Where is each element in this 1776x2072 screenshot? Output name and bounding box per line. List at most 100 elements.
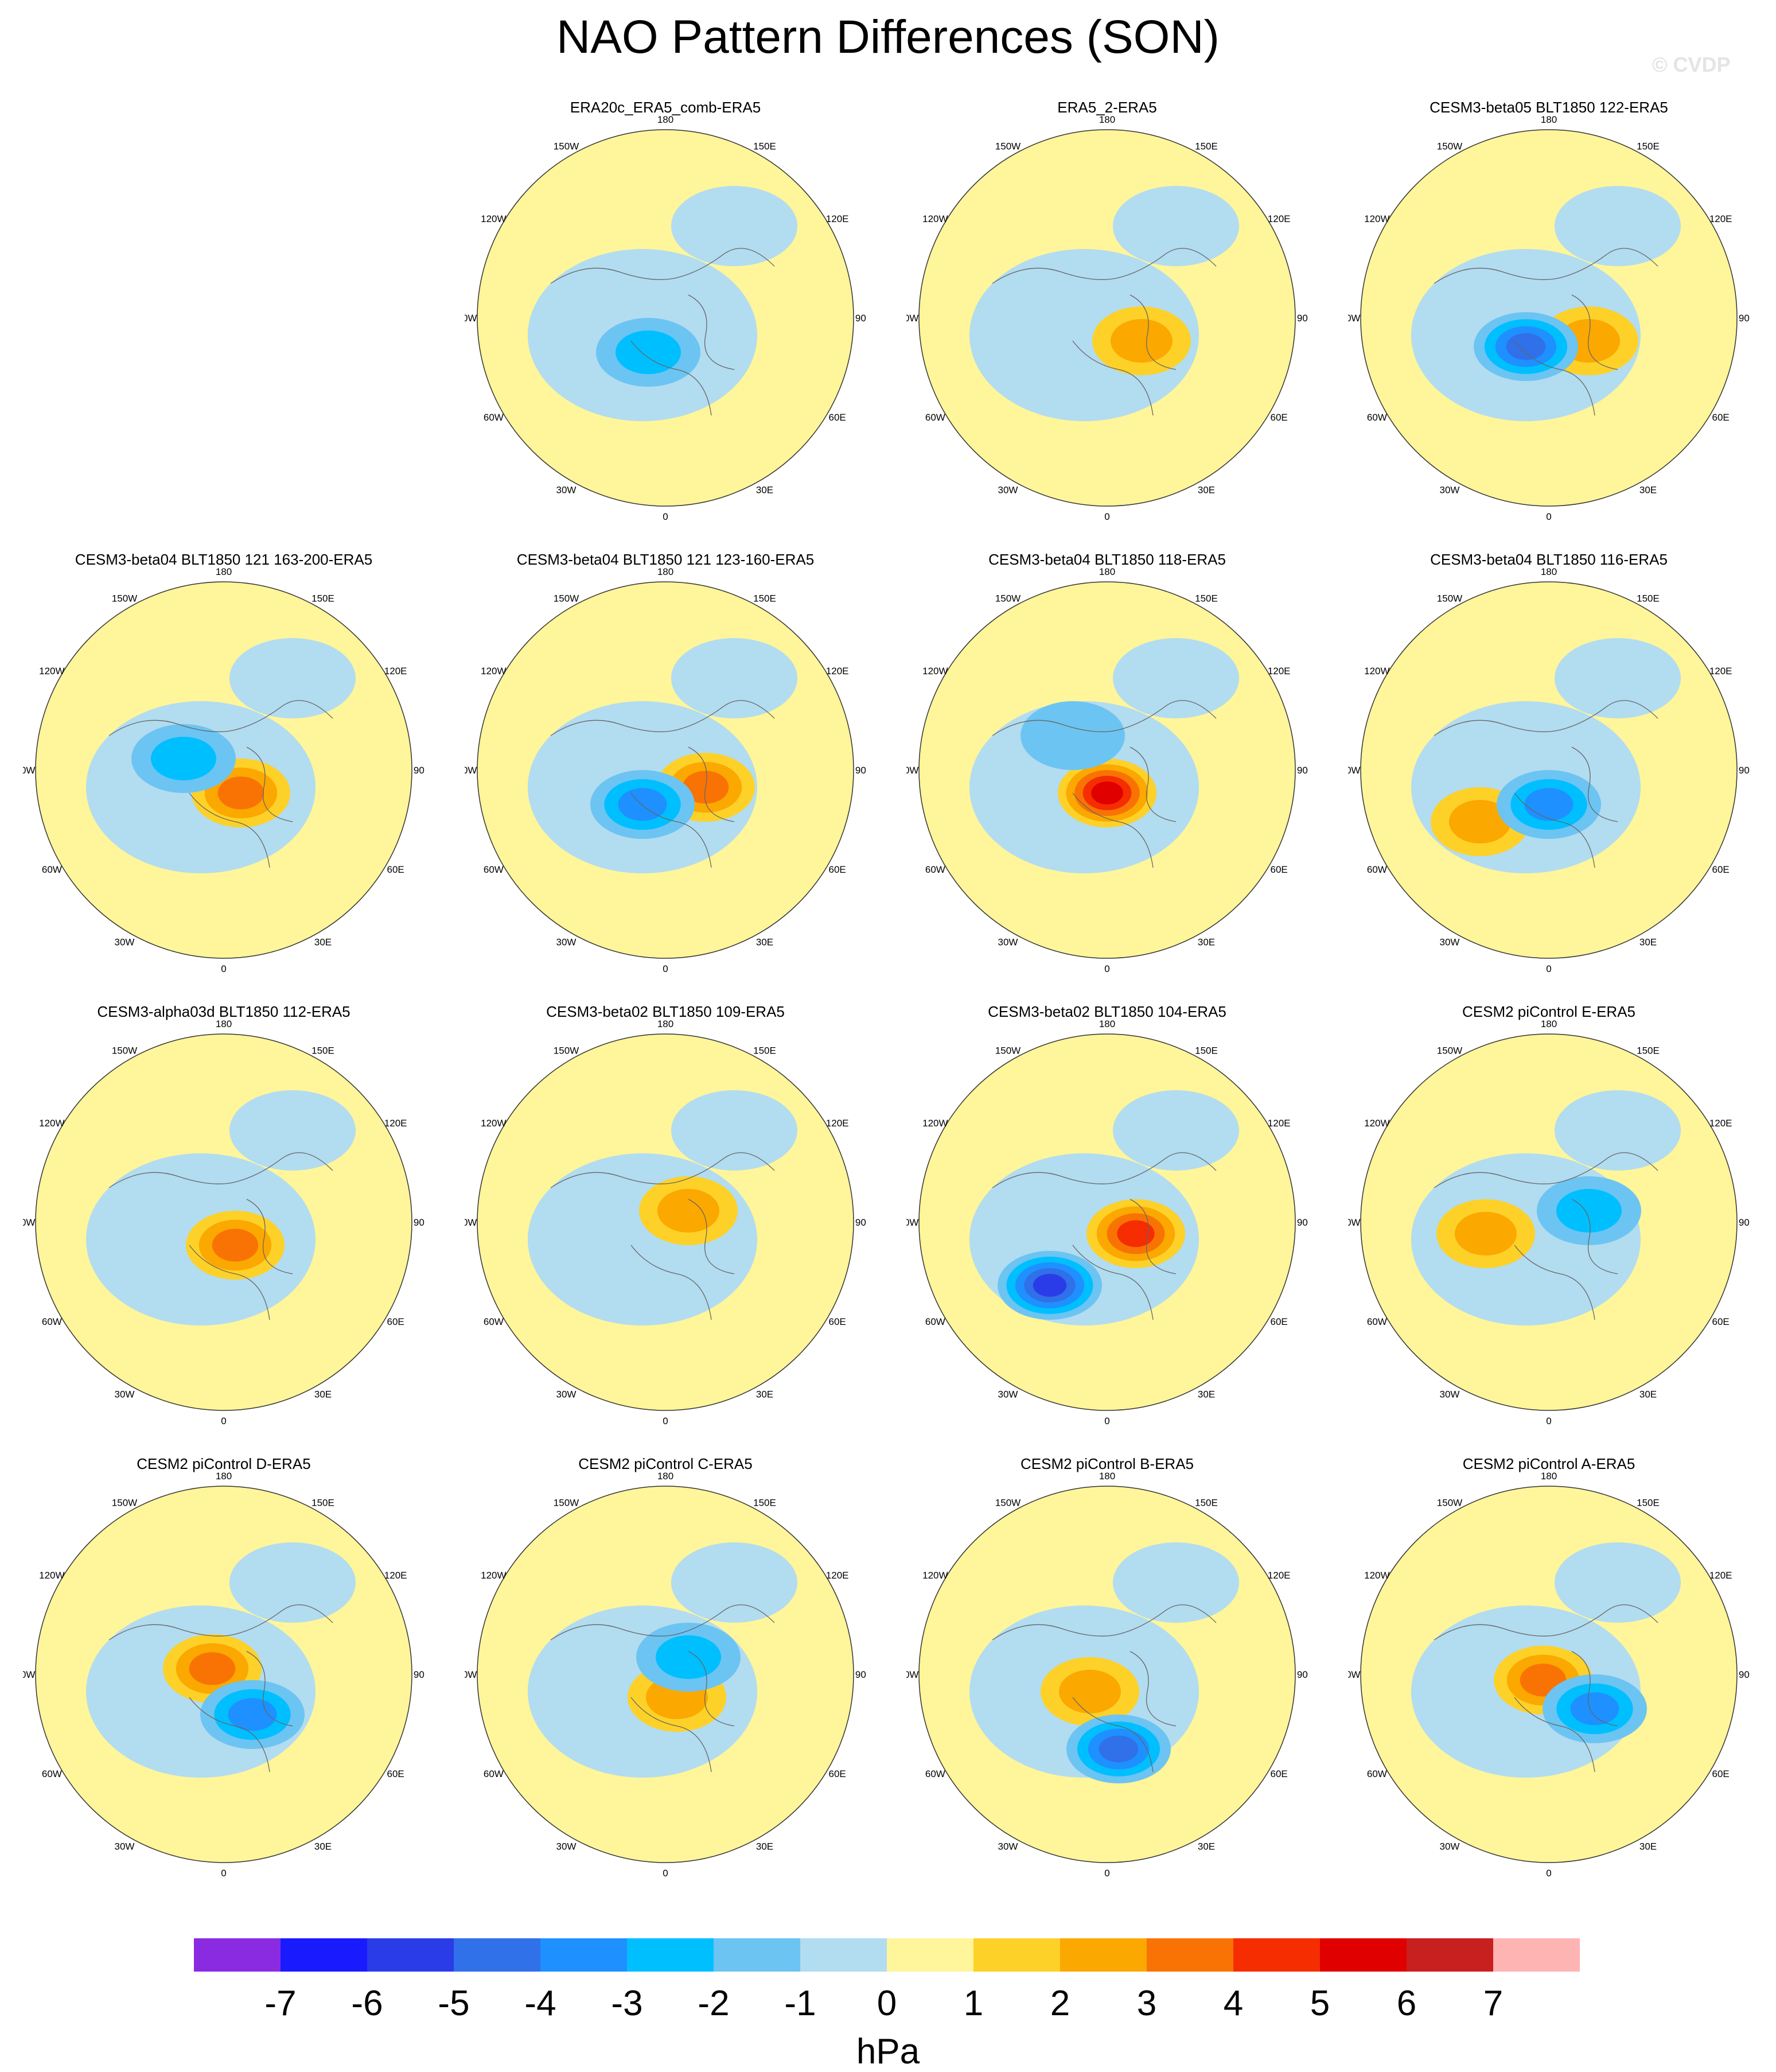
panel-title: CESM2 piControl E-ERA5 xyxy=(1462,1003,1635,1020)
colorbar-unit: hPa xyxy=(856,2032,920,2071)
longitude-label: 90W xyxy=(1348,313,1360,324)
longitude-label: 0 xyxy=(1104,1868,1109,1879)
map-boundary xyxy=(477,1033,854,1411)
field-negative-region xyxy=(671,638,797,718)
longitude-label: 120W xyxy=(922,666,948,677)
longitude-label: 60W xyxy=(484,1316,504,1327)
longitude-label: 60E xyxy=(387,864,404,875)
longitude-label: 60E xyxy=(1271,1316,1288,1327)
longitude-label: 0 xyxy=(221,1416,226,1426)
field-negative-region xyxy=(1555,1542,1681,1623)
contour-positive-4 xyxy=(1117,1220,1155,1247)
coastline xyxy=(108,1604,333,1772)
longitude-label: 120W xyxy=(39,1118,64,1129)
colorbar-box xyxy=(714,1938,800,1972)
polar-map: 180 150E 120E 90E 60E 30E 0 30W 60W 90W 120W 150W xyxy=(23,1020,424,1426)
longitude-label: 90W xyxy=(23,765,35,776)
longitude-label: 120W xyxy=(481,213,506,224)
colorbar: -7 -6 -5 -4 -3 -2 -1 0 1 2 3 4 5 6 7 xyxy=(0,1928,1776,2067)
map-field xyxy=(919,130,1295,506)
longitude-label: 30E xyxy=(314,1841,332,1852)
colorbar-tick-label: -2 xyxy=(698,1984,729,2023)
colorbar-box xyxy=(627,1938,714,1972)
colorbar-tick-label: -1 xyxy=(784,1984,816,2023)
longitude-label: 0 xyxy=(221,1868,226,1879)
field-negative-region xyxy=(1555,1090,1681,1171)
longitude-label: 60W xyxy=(42,864,62,875)
map-field xyxy=(477,1034,854,1410)
longitude-label: 90W xyxy=(906,1669,918,1680)
coastline xyxy=(550,700,775,868)
longitude-label: 120W xyxy=(922,1118,948,1129)
longitude-label: 90E xyxy=(855,1669,866,1680)
longitude-label: 150W xyxy=(112,593,137,604)
longitude-label: 120E xyxy=(1268,213,1291,224)
coastline xyxy=(992,1604,1217,1772)
longitude-label: 120W xyxy=(1364,1118,1389,1129)
longitude-label: 150E xyxy=(1195,1045,1218,1056)
longitude-label: 90E xyxy=(1297,765,1308,776)
longitude-label: 90W xyxy=(1348,1669,1360,1680)
longitude-label: 120W xyxy=(922,213,948,224)
panel-title: CESM3-beta04 BLT1850 121 123-160-ERA5 xyxy=(516,551,815,568)
colorbar-box xyxy=(1147,1938,1233,1972)
longitude-label: 150E xyxy=(311,1497,334,1508)
longitude-label: 30W xyxy=(115,1841,135,1852)
colorbar-tick-label: 1 xyxy=(964,1984,983,2023)
longitude-label: 90W xyxy=(23,1669,35,1680)
coastline xyxy=(550,248,775,416)
map-boundary xyxy=(35,1486,412,1863)
map-panel: CESM3-alpha03d BLT1850 112-ERA5 180 150E 12… xyxy=(23,1003,424,1439)
map-field xyxy=(1361,582,1737,958)
longitude-label: 60E xyxy=(829,864,846,875)
longitude-label: 90E xyxy=(1739,1217,1750,1228)
longitude-label: 90E xyxy=(1739,1669,1750,1680)
longitude-label: 30W xyxy=(998,1841,1018,1852)
longitude-label: 180 xyxy=(657,1020,673,1029)
longitude-label: 150W xyxy=(995,1497,1021,1508)
contour-positive-3 xyxy=(217,776,264,810)
longitude-label: 60E xyxy=(1271,412,1288,423)
polar-map: 180 150E 120E 90E 60E 30E 0 30W 60W 90W 120W 150W xyxy=(1348,116,1750,522)
field-negative-region xyxy=(528,1153,757,1325)
longitude-label: 0 xyxy=(663,963,668,974)
longitude-label: 90W xyxy=(906,765,918,776)
longitude-label: 180 xyxy=(1099,1472,1115,1482)
coastline xyxy=(1434,1604,1658,1772)
map-panel: CESM3-beta04 BLT1850 121 163-200-ERA5 180… xyxy=(23,551,424,987)
map-field xyxy=(1361,1034,1737,1410)
longitude-label: 30W xyxy=(1440,485,1460,496)
colorbar-tick-label: 4 xyxy=(1224,1984,1243,2023)
longitude-label: 30E xyxy=(756,1389,773,1400)
colorbar-box xyxy=(1060,1938,1147,1972)
colorbar-tick-label: -5 xyxy=(438,1984,469,2023)
colorbar-box xyxy=(1493,1938,1580,1972)
coastline xyxy=(108,700,333,868)
longitude-label: 30E xyxy=(756,1841,773,1852)
longitude-label: 120E xyxy=(384,1118,407,1129)
longitude-label: 60W xyxy=(1367,412,1387,423)
contour-positive-5 xyxy=(1091,782,1123,804)
field-negative-region xyxy=(1113,1542,1239,1623)
polar-map: 180 150E 120E 90E 60E 30E 0 30W 60W 90W 120W 150W xyxy=(906,116,1308,522)
chart-title: NAO Pattern Differences (SON) xyxy=(556,11,1220,63)
polar-map: 180 150E 120E 90E 60E 30E 0 30W 60W 90W 120W 150W xyxy=(23,568,424,974)
longitude-label: 30W xyxy=(1440,1841,1460,1852)
map-field xyxy=(36,1486,412,1863)
longitude-label: 60E xyxy=(1271,1768,1288,1779)
longitude-label: 90E xyxy=(414,1217,424,1228)
longitude-label: 30W xyxy=(115,937,135,948)
colorbar-tick-label: -6 xyxy=(351,1984,383,2023)
longitude-label: 150E xyxy=(1637,1497,1660,1508)
longitude-label: 120W xyxy=(481,1570,506,1581)
contour-positive-2 xyxy=(1111,319,1173,363)
longitude-label: 90E xyxy=(1739,313,1750,324)
map-panel: CESM3-beta04 BLT1850 116-ERA5 180 150E 120E… xyxy=(1348,551,1750,987)
longitude-label: 0 xyxy=(1104,511,1109,522)
longitude-label: 120E xyxy=(384,1570,407,1581)
longitude-label: 120E xyxy=(1268,666,1291,677)
